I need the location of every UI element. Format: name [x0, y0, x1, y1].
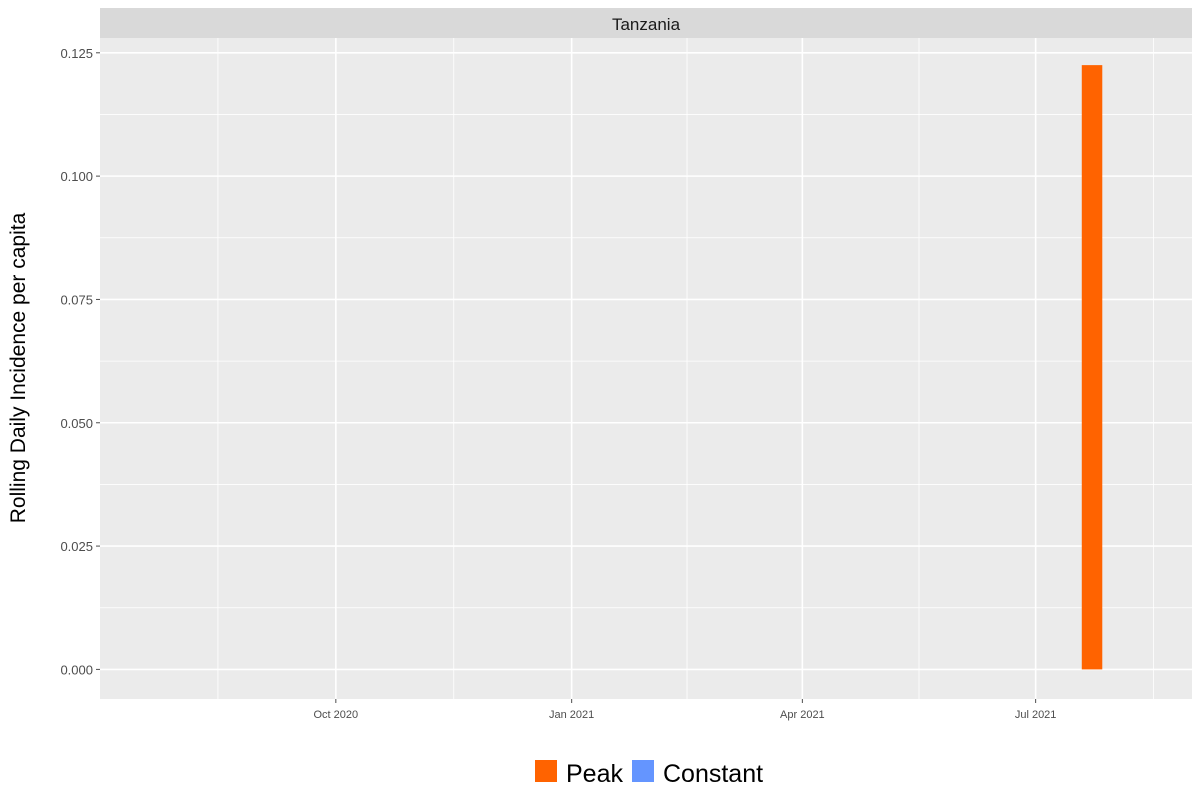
facet-strip	[100, 8, 1192, 38]
x-axis: Oct 2020 Jan 2021 Apr 2021 Jul 2021	[314, 699, 1057, 721]
legend-label-peak: Peak	[566, 760, 623, 788]
plot-panel	[100, 38, 1192, 699]
x-tick-label: Jan 2021	[549, 709, 594, 721]
y-axis: 0.000 0.025 0.050 0.075 0.100 0.125	[60, 46, 100, 677]
legend-label-constant: Constant	[663, 760, 763, 788]
y-tick-label: 0.125	[60, 46, 93, 61]
facet-label: Tanzania	[612, 15, 681, 34]
minor-gridlines	[100, 38, 1192, 699]
major-gridlines	[100, 38, 1192, 699]
legend-key-constant	[632, 760, 654, 782]
x-tick-label: Apr 2021	[780, 709, 825, 721]
y-tick-label: 0.050	[60, 416, 93, 431]
bar-peak	[1081, 65, 1103, 670]
y-tick-label: 0.000	[60, 662, 93, 677]
y-axis-title: Rolling Daily Incidence per capita	[7, 212, 30, 523]
legend: Peak Constant	[535, 760, 763, 788]
y-tick-label: 0.075	[60, 292, 93, 307]
y-tick-label: 0.025	[60, 539, 93, 554]
y-tick-label: 0.100	[60, 169, 93, 184]
x-tick-label: Jul 2021	[1015, 709, 1057, 721]
bars	[1081, 65, 1103, 670]
legend-key-peak	[535, 760, 557, 782]
x-tick-label: Oct 2020	[314, 709, 359, 721]
